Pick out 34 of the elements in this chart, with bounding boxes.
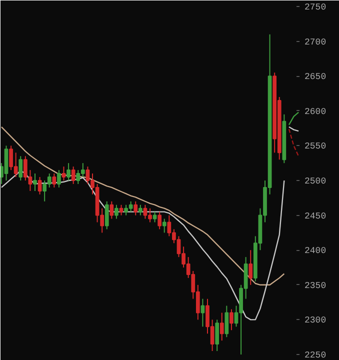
y-tick-label: 2250 xyxy=(304,350,326,360)
candlestick xyxy=(152,211,157,223)
candlestick xyxy=(33,173,37,192)
candlestick xyxy=(248,250,253,286)
candlestick xyxy=(220,312,224,342)
candlestick xyxy=(110,200,114,220)
candlestick xyxy=(158,211,162,230)
candlestick xyxy=(119,204,124,216)
y-tick-label: 2600 xyxy=(304,106,326,117)
candlestick xyxy=(224,305,229,338)
y-tick-label: 2350 xyxy=(304,280,326,291)
candlestick xyxy=(230,308,234,331)
y-tick-label: 2750 xyxy=(304,2,326,12)
candlestick xyxy=(18,156,23,181)
candlestick xyxy=(66,162,70,181)
candlestick xyxy=(52,173,56,188)
candlestick xyxy=(114,204,118,220)
y-tick-label: 2300 xyxy=(304,316,326,326)
candlestick xyxy=(62,166,66,181)
y-tick-label: 2550 xyxy=(304,142,326,152)
candlestick xyxy=(134,200,138,216)
y-tick-label: 2650 xyxy=(304,72,326,82)
candlestick xyxy=(104,200,109,230)
line-series xyxy=(0,126,285,286)
candlestick xyxy=(215,319,220,352)
candlestick xyxy=(162,218,166,234)
candlestick xyxy=(57,170,61,188)
y-tick-label: 2500 xyxy=(304,176,326,186)
candlestick xyxy=(38,176,42,195)
y-tick-label: 2450 xyxy=(304,211,326,222)
y-tick-label: 2400 xyxy=(304,246,326,256)
candlestick xyxy=(138,204,142,216)
candlestick xyxy=(71,166,76,184)
y-tick-label: 2700 xyxy=(304,37,326,48)
